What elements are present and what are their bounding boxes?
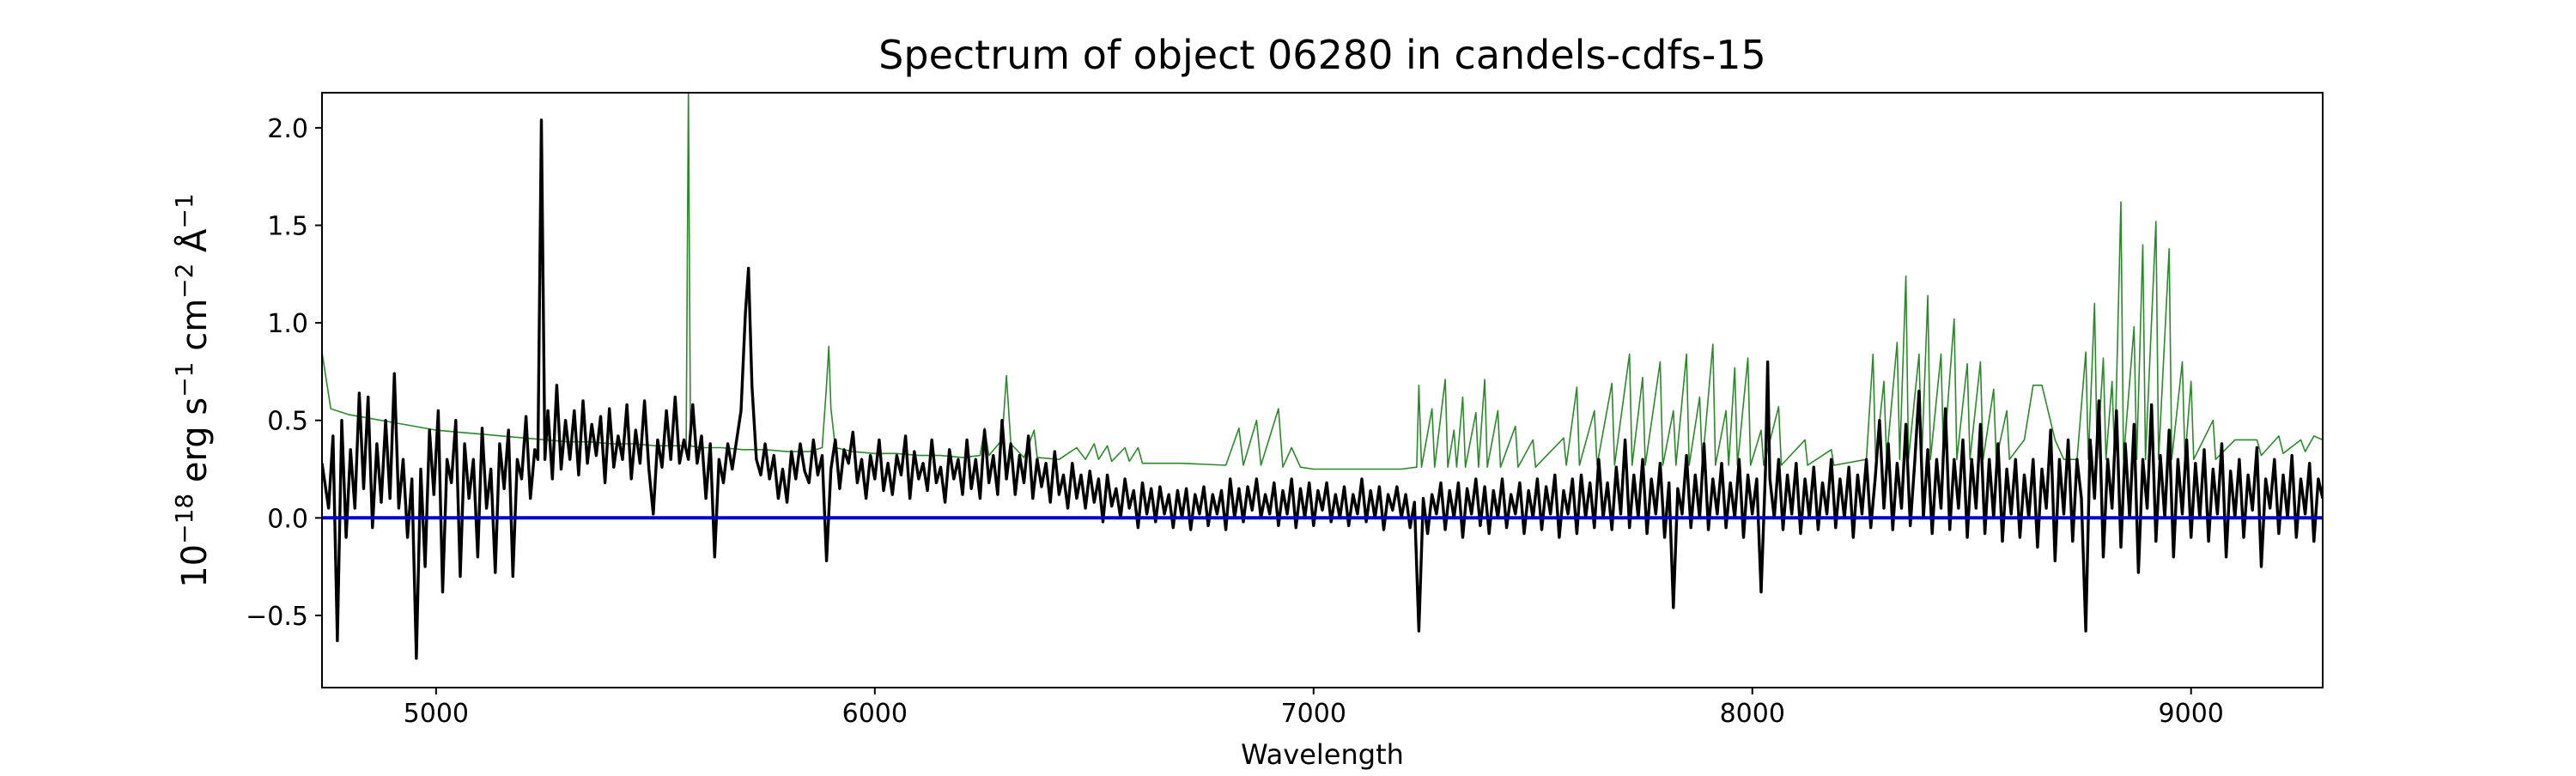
y-axis-label-cm-exponent: −2 (170, 264, 198, 299)
y-axis-label-erg-s: erg s (175, 397, 215, 494)
y-axis-label-base: 10 (175, 544, 215, 588)
plot-frame (321, 92, 2324, 688)
chart-title: Spectrum of object 06280 in candels-cdfs… (878, 32, 1766, 78)
y-tick-label: 1.5 (267, 212, 308, 242)
y-tick-label: 0.5 (267, 407, 308, 437)
y-axis: −0.5 0.0 0.5 1.0 1.5 2.0 (246, 114, 322, 632)
y-tick-label: 2.0 (267, 114, 308, 144)
x-axis-label: Wavelength (1241, 738, 1404, 771)
x-tick-label: 8000 (1720, 699, 1785, 729)
series-line-flux (322, 118, 2323, 660)
y-axis-label-angstrom: Å (173, 228, 215, 264)
x-tick-label: 7000 (1281, 699, 1346, 729)
y-axis-label-angstrom-exponent: −1 (170, 193, 198, 228)
y-tick-label: 1.0 (267, 309, 308, 339)
y-axis-label: 10−18 erg s−1 cm−2 Å−1 (170, 193, 215, 588)
series-layer (322, 93, 2323, 660)
y-axis-label-base-exponent: −18 (170, 494, 198, 544)
y-axis-label-cm: cm (175, 299, 215, 362)
y-axis-label-s-exponent: −1 (170, 362, 198, 397)
x-tick-label: 9000 (2159, 699, 2224, 729)
y-tick-label: −0.5 (246, 602, 308, 632)
x-tick-label: 5000 (404, 699, 469, 729)
plot-area (321, 92, 2324, 688)
x-axis: 5000 6000 7000 8000 9000 (404, 688, 2224, 729)
x-tick-label: 6000 (842, 699, 908, 729)
y-tick-label: 0.0 (267, 504, 308, 534)
